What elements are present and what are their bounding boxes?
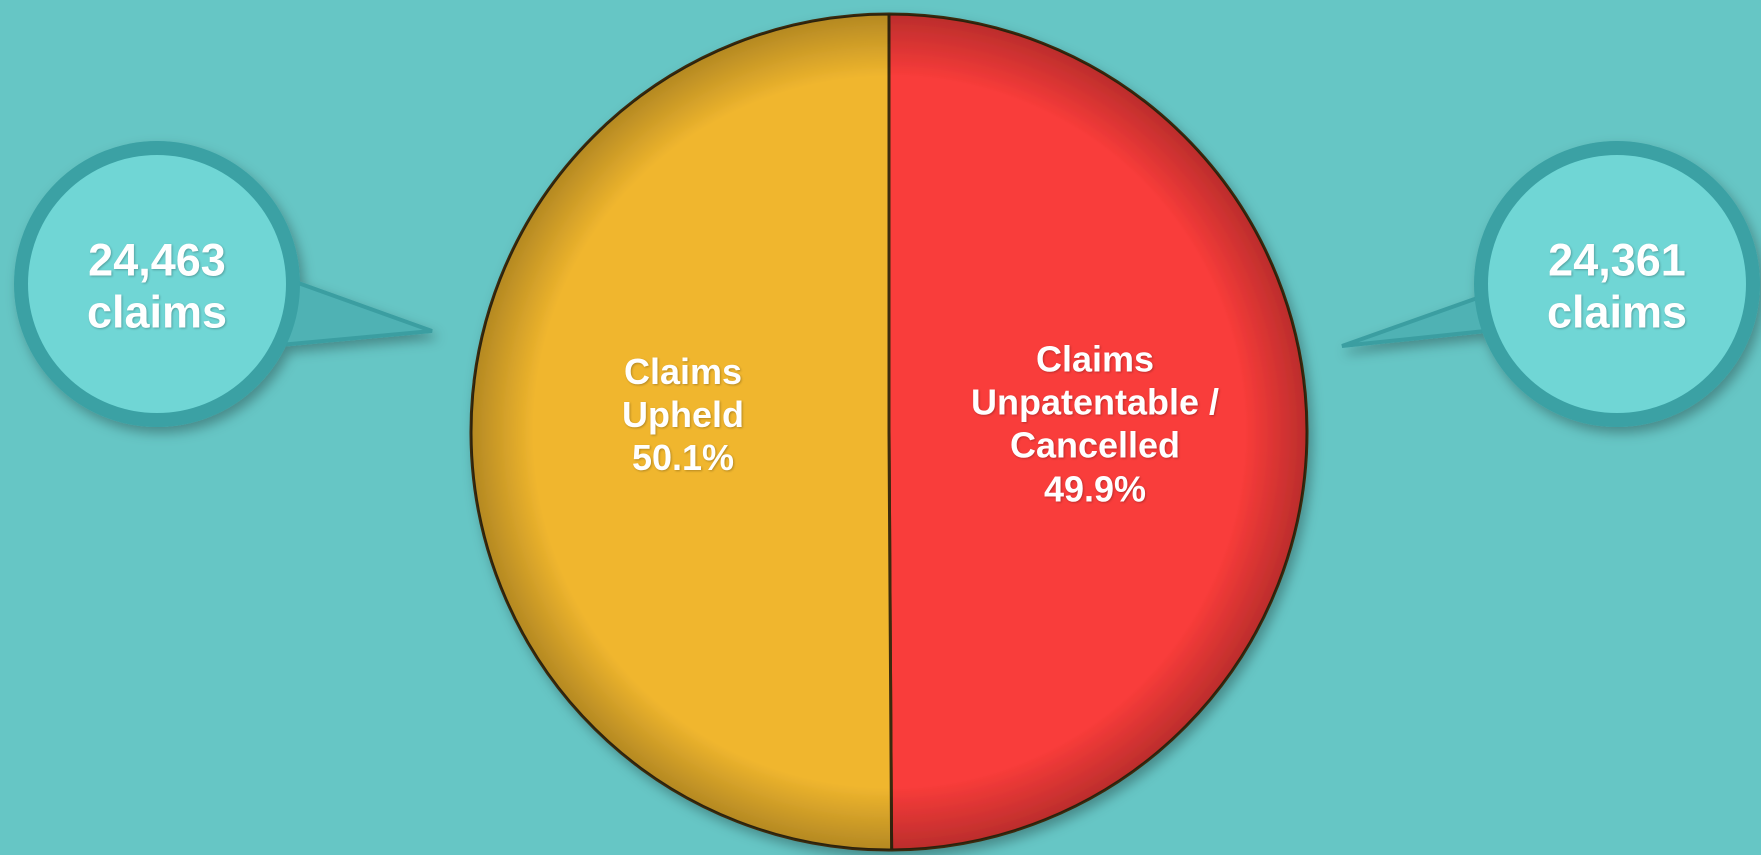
count-label: 24,463 claims xyxy=(86,234,228,337)
slice-label: Claims Unpatentable / Cancelled 49.9% xyxy=(970,338,1220,511)
slice-label: Claims Upheld 50.1% xyxy=(598,350,768,480)
callout-bubble xyxy=(14,141,300,427)
value-label: 50.1% xyxy=(631,437,735,479)
callout-left xyxy=(14,141,433,427)
callout-bubble xyxy=(1474,141,1760,427)
value-label: 49.9% xyxy=(1043,468,1147,510)
category-label: Claims Upheld xyxy=(622,351,744,436)
count-label: 24,361 claims xyxy=(1546,234,1688,337)
callout-right xyxy=(1341,141,1760,427)
category-label: Claims Unpatentable / Cancelled xyxy=(970,338,1220,466)
